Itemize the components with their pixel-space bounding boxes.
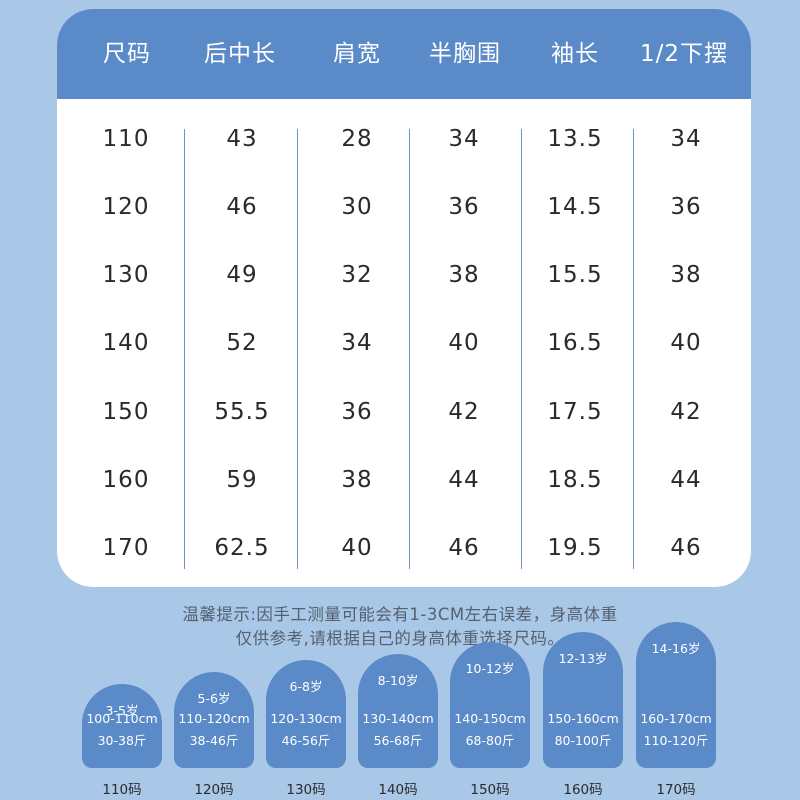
badge-age: 12-13岁: [543, 648, 623, 667]
table-cell: 170: [71, 528, 181, 568]
table-cell: 52: [187, 323, 297, 363]
badge-height: 140-150cm: [450, 711, 530, 726]
size-badge: 12-13岁 150-160cm 80-100斤: [543, 632, 623, 768]
badge-height: 100-110cm: [82, 711, 162, 726]
header-half-chest: 半胸围: [410, 9, 520, 99]
size-badge: 5-6岁 110-120cm 38-46斤: [174, 672, 254, 768]
table-cell: 43: [187, 119, 297, 159]
table-cell: 42: [631, 392, 741, 432]
badge-size-label: 170码: [631, 778, 721, 798]
badge-weight: 56-68斤: [358, 730, 438, 749]
header-shoulder-width: 肩宽: [302, 9, 412, 99]
table-cell: 46: [631, 528, 741, 568]
badge-age: 14-16岁: [636, 638, 716, 657]
table-cell: 19.5: [520, 528, 630, 568]
size-badge: 3-5岁 100-110cm 30-38斤: [82, 684, 162, 768]
table-cell: 46: [409, 528, 519, 568]
badge-weight: 30-38斤: [82, 730, 162, 749]
table-cell: 150: [71, 392, 181, 432]
table-cell: 110: [71, 119, 181, 159]
table-header: 尺码 后中长 肩宽 半胸围 袖长 1/2下摆: [57, 9, 751, 99]
table-cell: 49: [187, 255, 297, 295]
table-cell: 36: [409, 187, 519, 227]
column-divider: [184, 129, 185, 569]
badge-age: 6-8岁: [266, 676, 346, 695]
badge-height: 120-130cm: [266, 711, 346, 726]
table-cell: 34: [302, 323, 412, 363]
table-cell: 55.5: [187, 392, 297, 432]
column-divider: [297, 129, 298, 569]
table-cell: 40: [409, 323, 519, 363]
table-cell: 140: [71, 323, 181, 363]
header-sleeve-length: 袖长: [520, 9, 630, 99]
table-cell: 36: [631, 187, 741, 227]
header-size: 尺码: [72, 9, 182, 99]
badge-age: 10-12岁: [450, 658, 530, 677]
table-cell: 38: [631, 255, 741, 295]
table-cell: 42: [409, 392, 519, 432]
size-badge: 10-12岁 140-150cm 68-80斤: [450, 642, 530, 768]
table-cell: 46: [187, 187, 297, 227]
badge-weight: 68-80斤: [450, 730, 530, 749]
table-cell: 18.5: [520, 460, 630, 500]
table-cell: 130: [71, 255, 181, 295]
badge-size-label: 120码: [169, 778, 259, 798]
badge-size-label: 130码: [261, 778, 351, 798]
size-badge: 8-10岁 130-140cm 56-68斤: [358, 654, 438, 768]
table-cell: 38: [302, 460, 412, 500]
table-cell: 120: [71, 187, 181, 227]
table-cell: 14.5: [520, 187, 630, 227]
table-cell: 44: [631, 460, 741, 500]
table-cell: 28: [302, 119, 412, 159]
size-badge: 6-8岁 120-130cm 46-56斤: [266, 660, 346, 768]
badge-weight: 110-120斤: [636, 730, 716, 749]
table-cell: 38: [409, 255, 519, 295]
table-cell: 13.5: [520, 119, 630, 159]
badge-weight: 46-56斤: [266, 730, 346, 749]
badge-height: 150-160cm: [543, 711, 623, 726]
table-cell: 59: [187, 460, 297, 500]
table-cell: 32: [302, 255, 412, 295]
table-cell: 30: [302, 187, 412, 227]
table-cell: 36: [302, 392, 412, 432]
table-cell: 34: [631, 119, 741, 159]
table-cell: 34: [409, 119, 519, 159]
table-cell: 160: [71, 460, 181, 500]
table-cell: 40: [631, 323, 741, 363]
size-chart-card: 尺码 后中长 肩宽 半胸围 袖长 1/2下摆 110 43 28 34 13.5 34 12…: [57, 9, 751, 587]
header-half-hem: 1/2下摆: [629, 9, 739, 99]
table-cell: 44: [409, 460, 519, 500]
header-back-length: 后中长: [185, 9, 295, 99]
table-cell: 40: [302, 528, 412, 568]
badge-height: 110-120cm: [174, 711, 254, 726]
badge-size-label: 160码: [538, 778, 628, 798]
badge-age: 8-10岁: [358, 670, 438, 689]
table-cell: 17.5: [520, 392, 630, 432]
table-cell: 15.5: [520, 255, 630, 295]
badge-size-label: 150码: [445, 778, 535, 798]
badge-weight: 38-46斤: [174, 730, 254, 749]
badge-weight: 80-100斤: [543, 730, 623, 749]
badge-size-label: 110码: [77, 778, 167, 798]
badge-height: 130-140cm: [358, 711, 438, 726]
table-cell: 62.5: [187, 528, 297, 568]
size-badge: 14-16岁 160-170cm 110-120斤: [636, 622, 716, 768]
table-cell: 16.5: [520, 323, 630, 363]
badge-age: 5-6岁: [174, 688, 254, 707]
badge-size-label: 140码: [353, 778, 443, 798]
badge-height: 160-170cm: [636, 711, 716, 726]
